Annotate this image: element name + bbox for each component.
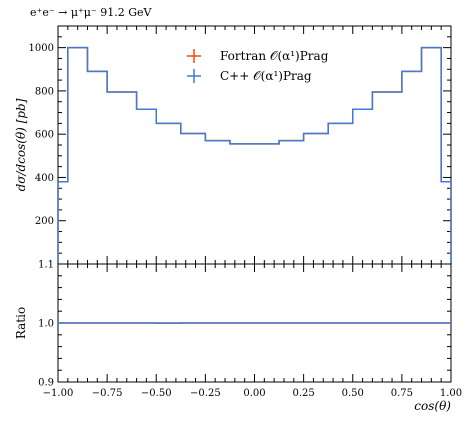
y-tick-label: 400 — [35, 173, 54, 184]
x-tick-label: 0.00 — [243, 388, 265, 399]
x-tick-label: 0.25 — [292, 388, 314, 399]
legend: Fortran 𝒪(α¹)Prag C++ 𝒪(α¹)Prag — [187, 49, 329, 83]
ratio-x-ticks: −1.00 −0.75 −0.50 −0.25 0.00 0.25 0.50 0.75 1.00 — [43, 264, 462, 399]
x-tick-label: −0.75 — [92, 388, 123, 399]
y-tick-label: 200 — [35, 216, 54, 227]
x-tick-label: 0.75 — [391, 388, 413, 399]
x-tick-label: −0.25 — [190, 388, 221, 399]
legend-marker-cpp — [187, 69, 201, 83]
y-tick-label: 600 — [35, 130, 54, 141]
y-tick-label: 800 — [35, 86, 54, 97]
legend-entry-fortran: Fortran 𝒪(α¹)Prag — [187, 49, 329, 63]
x-tick-label: −1.00 — [43, 388, 74, 399]
main-y-axis-label: dσ/dcos(θ) [pb] — [14, 98, 28, 191]
ratio-y-ticks: 0.9 1.0 1.1 — [38, 260, 451, 389]
legend-marker-fortran — [187, 49, 201, 63]
x-tick-label: −0.50 — [141, 388, 172, 399]
y-tick-label: 1000 — [29, 43, 54, 54]
x-tick-label: 0.50 — [342, 388, 364, 399]
main-panel: 200 400 600 800 1000 dσ/dcos(θ) [pb] — [14, 25, 452, 265]
ratio-panel: 0.91.01.1 −1.00 −0.75 −0.50 −0.25 0.00 0.25 0.… — [14, 260, 462, 414]
legend-label-fortran: Fortran 𝒪(α¹)Prag — [220, 49, 329, 63]
ratio-y-axis-label: Ratio — [14, 307, 28, 339]
ratio-y-tick-label: 0.9 — [38, 378, 54, 389]
legend-entry-cpp: C++ 𝒪(α¹)Prag — [187, 69, 312, 83]
ratio-y-tick-label: 1.0 — [38, 319, 54, 330]
legend-label-cpp: C++ 𝒪(α¹)Prag — [220, 69, 312, 83]
main-x-ticks — [57, 26, 452, 264]
chart-title: e⁺e⁻ → μ⁺μ⁻ 91.2 GeV — [30, 6, 153, 19]
ratio-y-tick-label: 1.1 — [38, 260, 54, 271]
x-tick-label: 1.00 — [440, 388, 462, 399]
main-series — [57, 46, 452, 264]
cpp-histogram — [57, 46, 452, 264]
x-axis-label: cos(θ) — [414, 399, 451, 413]
